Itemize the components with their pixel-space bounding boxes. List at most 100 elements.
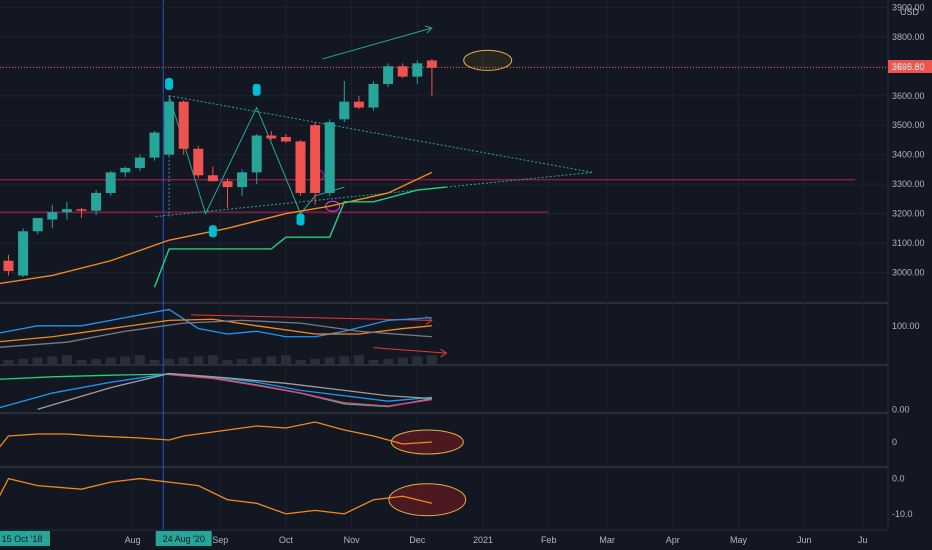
date-label: Dec bbox=[409, 535, 426, 545]
volume-bar bbox=[120, 356, 131, 364]
trend-arrow bbox=[322, 27, 433, 60]
last-price-label: 3695.80 bbox=[892, 62, 925, 72]
candle-body bbox=[61, 209, 72, 213]
candle-body bbox=[310, 125, 321, 193]
date-label: 24 Aug '20 bbox=[163, 534, 205, 544]
candle-body bbox=[324, 122, 335, 193]
candle-body bbox=[426, 60, 437, 68]
series-line bbox=[0, 308, 432, 338]
date-label: Aug bbox=[125, 535, 141, 545]
volume-bar bbox=[397, 357, 408, 364]
y-tick-label: 3800.00 bbox=[892, 32, 925, 42]
volume-bar bbox=[18, 358, 29, 364]
time-axis[interactable]: 15 Oct '18 Aug 24 Aug '20 Sep Oct Nov Dec 2021 F… bbox=[0, 529, 932, 550]
candle-body bbox=[207, 175, 218, 182]
price-axis[interactable]: USD 3695.80 3900.00 3800.00 3700.00 3600.00… bbox=[887, 0, 932, 530]
candle-body bbox=[18, 231, 29, 276]
candle-body bbox=[339, 101, 350, 120]
volume-bar bbox=[383, 358, 394, 364]
signal-badge bbox=[296, 213, 305, 226]
volume-bar bbox=[310, 358, 321, 364]
last-price-tag bbox=[888, 60, 932, 73]
date-label: May bbox=[730, 535, 748, 545]
candle-body bbox=[105, 172, 116, 193]
divergence-arrow bbox=[373, 347, 447, 354]
volume-bar bbox=[3, 360, 14, 364]
candle-body bbox=[368, 83, 379, 108]
volume-bar bbox=[339, 356, 350, 364]
candle-body bbox=[383, 66, 394, 84]
triangle-zigzag bbox=[168, 95, 345, 215]
candle-body bbox=[237, 172, 248, 188]
y-tick-label: 3000.00 bbox=[892, 268, 925, 278]
volume-bar bbox=[324, 357, 335, 364]
candle-body bbox=[178, 101, 189, 149]
divergence-arrow bbox=[190, 314, 432, 321]
volume-bar bbox=[266, 356, 277, 364]
signal-badge bbox=[208, 225, 217, 238]
volume-bar bbox=[412, 356, 423, 364]
y-tick-label: 3300.00 bbox=[892, 179, 925, 189]
candle-body bbox=[222, 181, 233, 188]
series-line bbox=[0, 477, 433, 515]
candle-body bbox=[280, 137, 291, 142]
candle-body bbox=[134, 157, 145, 168]
candle-body bbox=[76, 209, 87, 211]
candle-body bbox=[149, 132, 160, 158]
date-label: Jun bbox=[797, 535, 812, 545]
date-label: Sep bbox=[212, 535, 228, 545]
date-label: Nov bbox=[344, 535, 361, 545]
moving-average-line bbox=[153, 186, 447, 288]
triangle-lower-edge bbox=[155, 171, 593, 218]
series-line bbox=[169, 374, 432, 407]
candle-body bbox=[193, 148, 204, 176]
candle-body bbox=[266, 135, 277, 139]
moving-average-line bbox=[0, 171, 433, 285]
volume-bar bbox=[134, 355, 145, 364]
y-tick-label: -10.0 bbox=[892, 509, 913, 519]
volume-bar bbox=[426, 355, 437, 364]
volume-bar bbox=[76, 360, 87, 364]
chart-overlays bbox=[0, 25, 888, 517]
date-label: Oct bbox=[279, 535, 294, 545]
candle-body bbox=[164, 101, 175, 155]
candle-body bbox=[295, 141, 306, 193]
volume-bar bbox=[91, 358, 102, 364]
series-line bbox=[37, 372, 432, 410]
date-highlight bbox=[155, 531, 212, 546]
y-tick-label: 0 bbox=[892, 437, 897, 447]
date-label: 15 Oct '18 bbox=[2, 534, 43, 544]
volume-bar bbox=[178, 357, 189, 364]
candle-body bbox=[120, 167, 131, 173]
candle-body bbox=[353, 101, 364, 108]
date-label: 2021 bbox=[473, 535, 493, 545]
divergence-arrow-head bbox=[440, 348, 448, 358]
volume-bar bbox=[32, 357, 43, 364]
y-tick-label: 3600.00 bbox=[892, 91, 925, 101]
volume-bar bbox=[295, 360, 306, 364]
date-label: Apr bbox=[666, 535, 680, 545]
volume-bar bbox=[105, 357, 116, 364]
y-tick-label: 0.00 bbox=[892, 404, 910, 414]
volume-bar bbox=[280, 355, 291, 364]
candle-body bbox=[3, 260, 14, 272]
series-line bbox=[0, 421, 432, 448]
volume-bar bbox=[251, 357, 262, 364]
date-label: Ju bbox=[858, 535, 868, 545]
trend-arrow-head bbox=[424, 25, 433, 34]
y-tick-label: 3200.00 bbox=[892, 209, 925, 219]
series-line bbox=[0, 318, 432, 343]
grid bbox=[0, 0, 888, 530]
chart-marks bbox=[0, 58, 447, 515]
volume-bar bbox=[149, 360, 160, 364]
volume-bar bbox=[207, 355, 218, 364]
currency-label: USD bbox=[900, 7, 920, 17]
volume-bar bbox=[61, 355, 72, 364]
y-tick-label: 3900.00 bbox=[892, 2, 925, 12]
y-tick-label: 3700.00 bbox=[892, 61, 925, 71]
y-tick-label: 3500.00 bbox=[892, 120, 925, 130]
volume-bar bbox=[193, 356, 204, 364]
y-tick-label: 0.0 bbox=[892, 474, 905, 484]
candle-body bbox=[251, 135, 262, 173]
